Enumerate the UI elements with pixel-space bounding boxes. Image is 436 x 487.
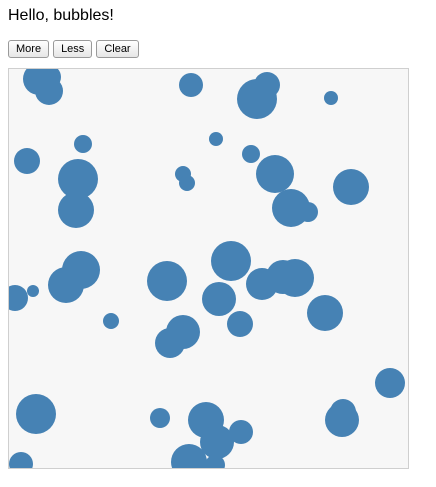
bubble-13[interactable]	[179, 175, 195, 191]
less-button[interactable]: Less	[53, 40, 93, 58]
bubble-6[interactable]	[254, 72, 280, 98]
bubble-svg[interactable]	[9, 69, 408, 468]
bubble-22[interactable]	[27, 285, 39, 297]
bubble-35[interactable]	[375, 368, 405, 398]
bubble-23[interactable]	[9, 285, 28, 311]
bubble-43[interactable]	[9, 452, 33, 468]
bubble-37[interactable]	[150, 408, 170, 428]
bubble-11[interactable]	[14, 148, 40, 174]
bubble-3[interactable]	[35, 77, 63, 105]
bubble-21[interactable]	[48, 267, 84, 303]
bubble-34[interactable]	[227, 311, 253, 337]
bubble-16[interactable]	[333, 169, 369, 205]
bubble-4[interactable]	[179, 73, 203, 97]
bubble-14[interactable]	[58, 159, 98, 199]
bubble-42[interactable]	[325, 403, 359, 437]
bubble-36[interactable]	[16, 394, 56, 434]
bubble-29[interactable]	[202, 282, 236, 316]
bubble-33[interactable]	[155, 328, 185, 358]
bubble-10[interactable]	[242, 145, 260, 163]
bubble-44[interactable]	[171, 444, 207, 468]
bubble-45[interactable]	[205, 455, 225, 468]
bubble-19[interactable]	[298, 202, 318, 222]
bubble-17[interactable]	[58, 192, 94, 228]
bubble-15[interactable]	[256, 155, 294, 193]
bubble-7[interactable]	[324, 91, 338, 105]
bubble-39[interactable]	[200, 425, 234, 459]
bubble-9[interactable]	[209, 132, 223, 146]
bubble-30[interactable]	[307, 295, 343, 331]
page-heading: Hello, bubbles!	[8, 7, 114, 24]
bubble-40[interactable]	[229, 420, 253, 444]
bubble-canvas[interactable]	[8, 68, 409, 469]
bubble-8[interactable]	[74, 135, 92, 153]
bubble-24[interactable]	[147, 261, 187, 301]
bubble-28[interactable]	[276, 259, 314, 297]
bubble-31[interactable]	[103, 313, 119, 329]
bubble-25[interactable]	[211, 241, 251, 281]
more-button[interactable]: More	[8, 40, 50, 58]
clear-button[interactable]: Clear	[96, 40, 139, 58]
toolbar: More Less Clear	[8, 40, 139, 58]
